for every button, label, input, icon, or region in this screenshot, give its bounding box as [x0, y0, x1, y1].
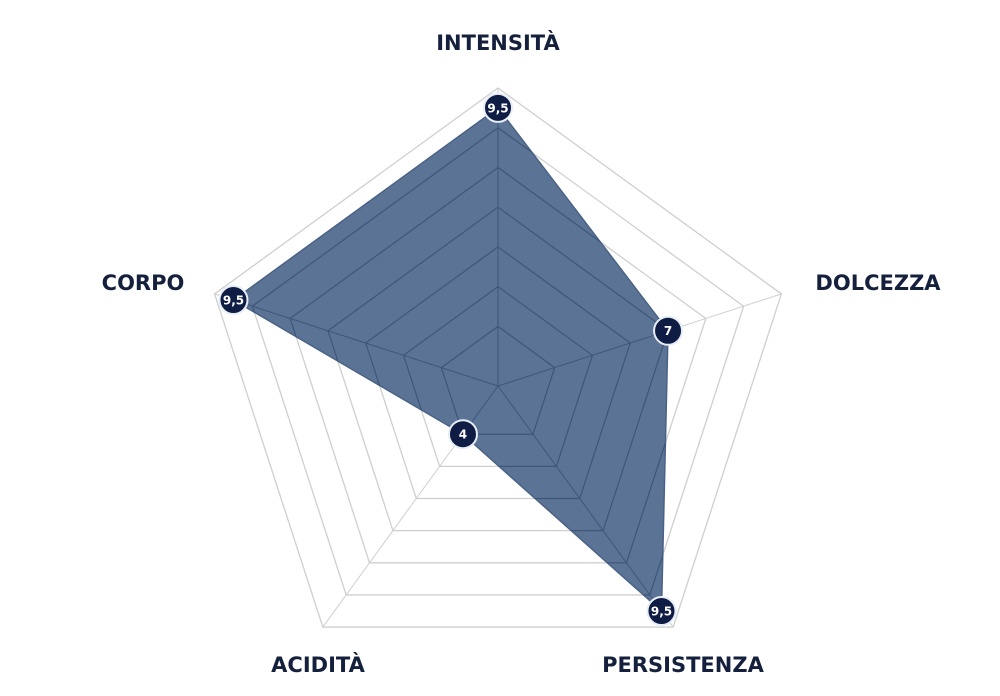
grid-ring: [213, 87, 783, 628]
data-point-marker: [646, 596, 677, 627]
grid-ring-inside: [440, 325, 556, 435]
data-label: 7: [664, 324, 672, 338]
grid-spoke-inside: [233, 293, 499, 387]
data-area: [232, 106, 669, 613]
data-point-marker: [447, 419, 478, 450]
data-label: 9,5: [223, 294, 244, 308]
axis-label: CORPO: [102, 271, 185, 295]
axis-label: PERSISTENZA: [602, 653, 764, 677]
axis-label: INTENSITÀ: [436, 30, 560, 55]
grid-spoke-inside: [497, 385, 669, 612]
grid-spoke-inside: [497, 293, 669, 387]
data-point-marker: [483, 92, 513, 123]
data-label: 9,5: [651, 605, 672, 619]
data-point-marker: [653, 315, 684, 346]
data-point-marker: [218, 285, 249, 316]
data-label: 4: [459, 428, 467, 442]
axis-label: ACIDITÀ: [271, 652, 365, 677]
data-label: 9,5: [487, 101, 508, 115]
axis-label: DOLCEZZA: [815, 271, 941, 295]
